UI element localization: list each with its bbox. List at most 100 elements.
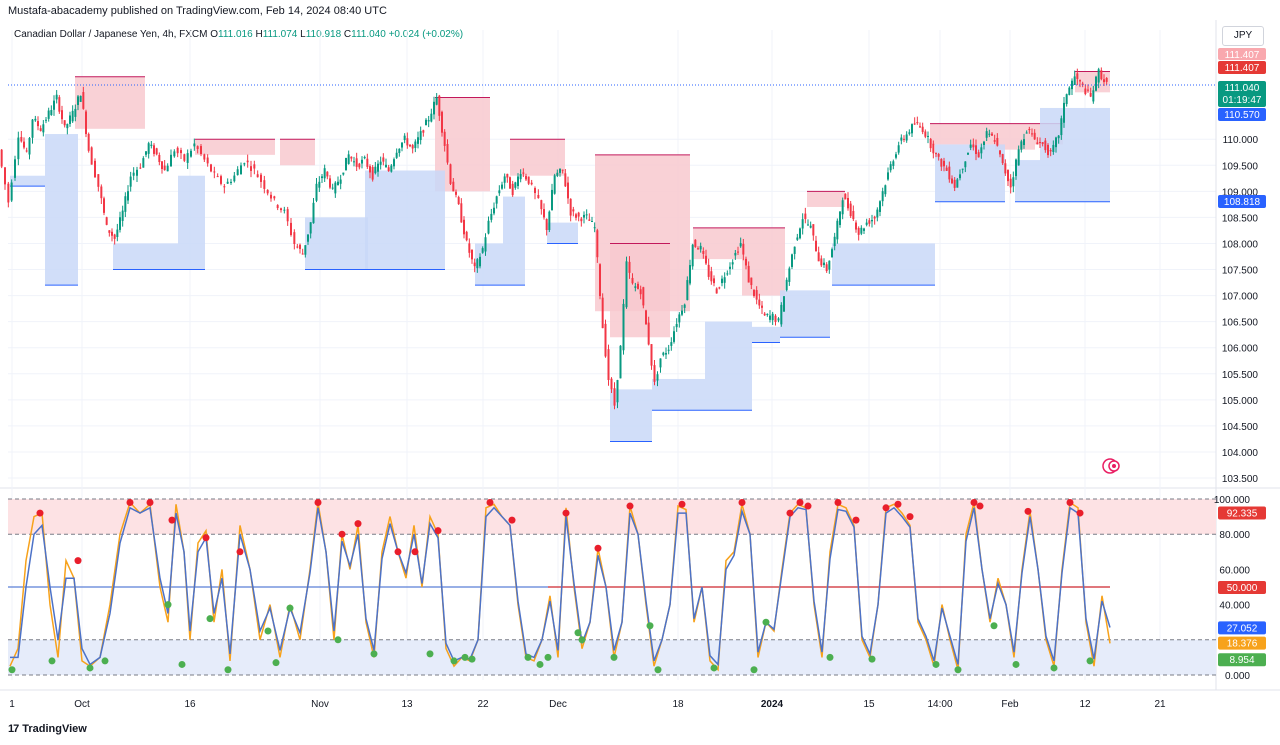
candle-body (924, 131, 927, 137)
candle-body (315, 183, 318, 201)
candle-body (823, 262, 825, 266)
candle-body (585, 214, 588, 216)
supply-zone (195, 139, 275, 155)
target-icon-inner (1108, 460, 1120, 472)
candle-body (1044, 140, 1047, 151)
candle-body (999, 150, 1001, 155)
candle-body (150, 144, 153, 146)
oversold-dot (450, 657, 458, 665)
overbought-dot (894, 500, 902, 508)
candle-body (653, 365, 656, 382)
candle-body (675, 324, 678, 328)
candle-body (34, 118, 37, 121)
candle-body (1095, 76, 1097, 91)
candle-body (345, 157, 347, 171)
candle-body (729, 266, 731, 269)
candle-body (975, 145, 977, 155)
candle-body (0, 149, 3, 167)
candle-body (1097, 69, 1100, 83)
candle-body (543, 209, 545, 218)
price-tick-label: 110.000 (1223, 135, 1259, 146)
candle-body (766, 313, 769, 315)
candle-body (468, 243, 471, 253)
demand-zone (610, 389, 652, 442)
candle-body (323, 168, 326, 179)
candle-body (847, 197, 849, 209)
candle-body (556, 172, 559, 176)
supply-zone (807, 191, 845, 207)
candle-body (572, 209, 575, 212)
oversold-dot (334, 636, 342, 644)
candle-body (363, 157, 366, 159)
candle-body (737, 251, 739, 253)
candle-body (379, 161, 382, 165)
candle-body (670, 342, 673, 346)
candle-body (129, 176, 132, 187)
oversold-dot (8, 666, 16, 674)
candle-body (1039, 142, 1041, 144)
candle-body (1057, 135, 1060, 139)
candle-body (417, 137, 419, 144)
stoch-d-line (10, 506, 1111, 667)
candle-body (273, 196, 276, 199)
currency-button[interactable]: JPY (1222, 26, 1264, 46)
candle-body (45, 119, 47, 121)
tradingview-logo[interactable]: 17 TradingView (8, 723, 87, 735)
grid-lines (0, 20, 1280, 691)
candle-body (937, 154, 940, 157)
candle-body (916, 122, 919, 124)
price-tick-label: 108.500 (1222, 213, 1259, 224)
low-value: 110.918 (305, 29, 342, 40)
candle-body (28, 137, 31, 155)
overbought-dot (486, 499, 494, 507)
candle-body (286, 209, 289, 222)
candle-body (419, 131, 422, 141)
candle-body (50, 110, 53, 116)
candle-body (82, 92, 85, 109)
supply-zone (280, 139, 315, 166)
supply-zone (995, 123, 1035, 150)
oversold-dot (762, 618, 770, 626)
candle-body (967, 152, 969, 155)
candle-body (849, 203, 852, 217)
candle-body (879, 201, 881, 212)
overbought-dot (970, 499, 978, 507)
candle-body (283, 209, 286, 211)
oversold-dot (954, 666, 962, 674)
candle-body (742, 243, 745, 255)
candle-body (1001, 154, 1004, 164)
candle-body (210, 164, 212, 172)
demand-zone (503, 196, 525, 286)
candle-body (913, 123, 916, 125)
oversold-dot (1086, 657, 1094, 665)
time-tick-label: 1 (9, 699, 15, 710)
candle-body (253, 164, 256, 169)
candle-body (395, 152, 398, 158)
candle-body (577, 212, 580, 217)
oversold-dot (426, 650, 434, 658)
oversold-dot (264, 627, 272, 635)
candle-body (905, 134, 908, 141)
price-tick-label: 109.500 (1222, 161, 1259, 172)
candle-body (116, 229, 119, 237)
symbol-legend[interactable]: Canadian Dollar / Japanese Yen, 4h, FXCM… (14, 29, 463, 40)
candle-body (1105, 77, 1108, 82)
candle-body (353, 161, 355, 163)
price-tick-label: 106.500 (1222, 318, 1259, 329)
candle-body (799, 228, 801, 239)
overbought-dot (738, 499, 746, 507)
close-tag-text: 111.040 (1225, 83, 1260, 94)
candle-body (763, 313, 766, 316)
candle-body (31, 119, 34, 138)
candle-body (839, 211, 841, 225)
stoch-k-tag-bg (1218, 636, 1266, 650)
candle-body (988, 133, 991, 135)
candle-body (791, 254, 793, 267)
time-tick-label: Dec (549, 699, 567, 710)
candle-body (771, 313, 774, 321)
candle-body (61, 110, 63, 120)
price-axis: 110.000 109.500 109.000 108.500 108.000 107.5… (1214, 135, 1259, 682)
overbought-dot (1024, 507, 1032, 515)
candle-body (226, 181, 229, 184)
